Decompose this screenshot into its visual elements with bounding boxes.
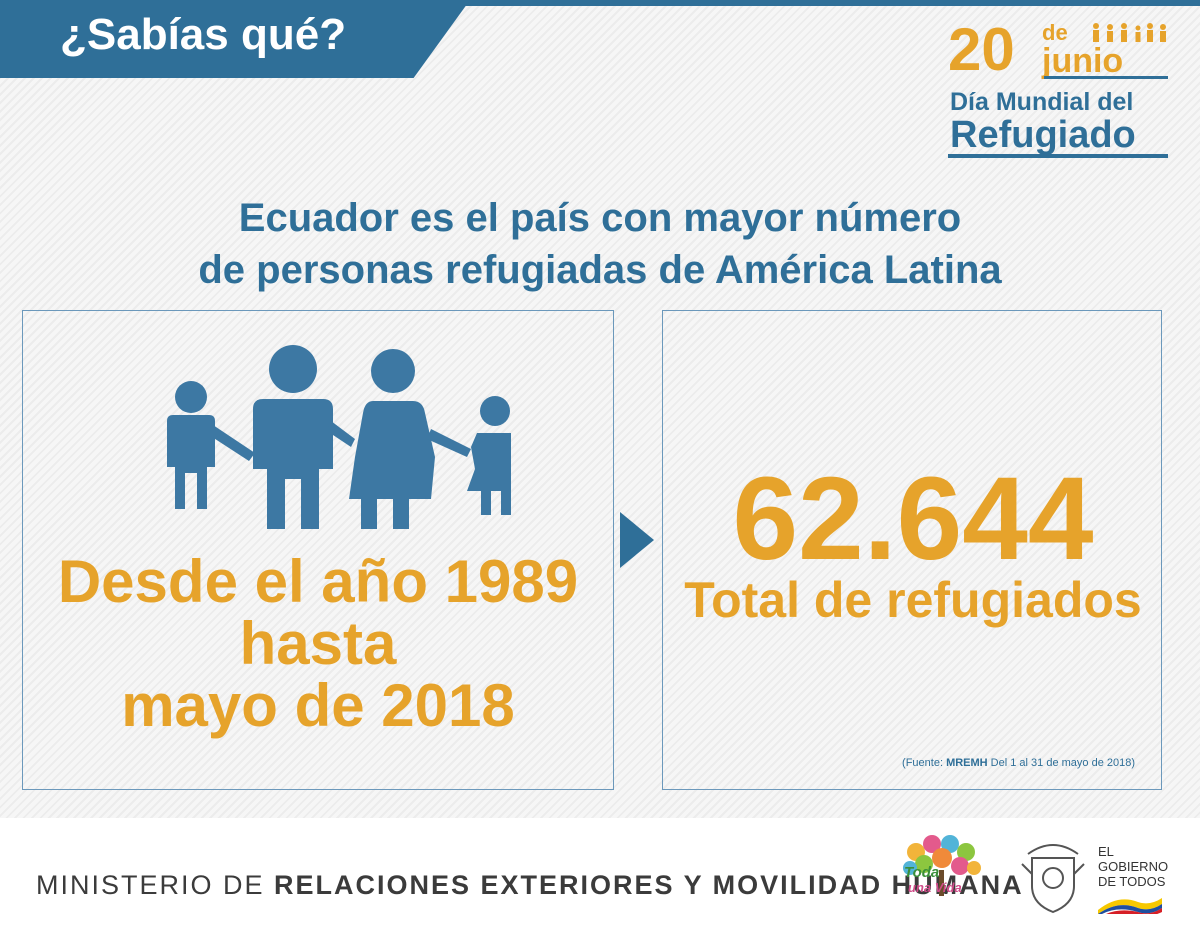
ministry-bold: RELACIONES EXTERIORES Y MOVILIDAD HUMANA (274, 870, 1024, 900)
gov-line2: GOBIERNO (1098, 859, 1169, 874)
coat-of-arms-icon (1021, 844, 1085, 914)
people-walking-icon (1093, 23, 1166, 42)
top-rule (0, 0, 1200, 6)
left-line1: Desde el año 1989 (57, 548, 579, 615)
event-badge: 20 de junio Día Mundial del Refugiado (948, 20, 1178, 160)
government-logo-text: EL GOBIERNO DE TODOS (1098, 844, 1168, 889)
logo-text-1: Toda (904, 864, 940, 881)
source-prefix: (Fuente: (902, 757, 947, 769)
source-rest: Del 1 al 31 de mayo de 2018) (987, 757, 1135, 769)
headline-line2: de personas refugiadas de América Latina (198, 248, 1002, 292)
family-icon (167, 345, 511, 529)
ministry-name: MINISTERIO DE RELACIONES EXTERIORES Y MO… (36, 870, 1024, 901)
gov-line3: DE TODOS (1098, 874, 1166, 889)
footer: MINISTERIO DE RELACIONES EXTERIORES Y MO… (0, 818, 1200, 933)
gov-line1: EL (1098, 844, 1114, 859)
left-panel: Desde el año 1989 hasta mayo de 2018 (22, 310, 614, 790)
badge-underline-bottom (948, 154, 1168, 158)
logo-text-2: una Vida (908, 880, 962, 895)
badge-day: 20 (948, 16, 1015, 83)
badge-month: junio (1042, 42, 1124, 80)
source-note: (Fuente: MREMH Del 1 al 31 de mayo de 20… (902, 757, 1135, 769)
badge-line1: Día Mundial del (950, 88, 1134, 116)
source-bold: MREMH (946, 757, 988, 769)
tree-logo-icon (903, 835, 981, 896)
left-panel-text: Desde el año 1989 hasta mayo de 2018 (23, 551, 613, 737)
banner (0, 0, 470, 78)
badge-de: de (1042, 20, 1068, 45)
left-line3: mayo de 2018 (121, 672, 515, 739)
badge-line2: Refugiado (950, 114, 1136, 156)
refugee-count: 62.644 (732, 453, 1094, 585)
refugee-count-label: Total de refugiados (684, 572, 1142, 628)
headline-line1: Ecuador es el país con mayor número (238, 196, 962, 240)
arrow-right-icon (620, 512, 654, 568)
right-panel: 62.644 Total de refugiados (Fuente: MREM… (662, 310, 1162, 790)
banner-title: ¿Sabías qué? (60, 10, 347, 59)
ministry-light: MINISTERIO DE (36, 870, 275, 900)
badge-underline (1044, 76, 1168, 79)
left-line2: hasta (239, 610, 397, 677)
headline: Ecuador es el país con mayor número de p… (0, 192, 1200, 296)
flag-ribbon-icon (1098, 898, 1162, 914)
